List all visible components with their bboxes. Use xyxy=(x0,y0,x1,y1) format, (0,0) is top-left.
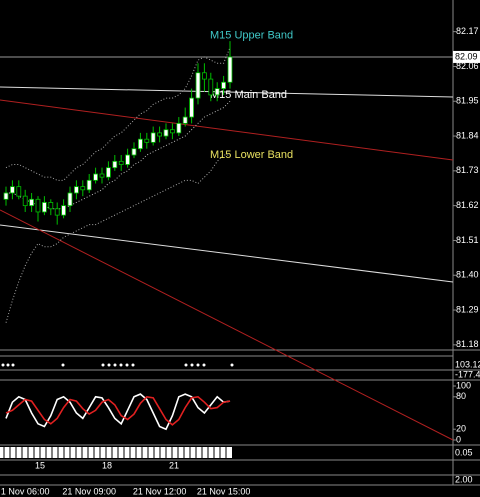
y-tick-label: 20 xyxy=(456,424,466,434)
band-line xyxy=(5,47,231,181)
candle-body xyxy=(67,192,73,207)
candle-body xyxy=(150,132,156,143)
candle-body xyxy=(182,116,188,124)
indicator-label: 2.00 xyxy=(455,474,473,484)
candle-body xyxy=(125,154,130,165)
day-label: 15 xyxy=(35,460,45,470)
candle-body xyxy=(201,72,207,80)
candle-body xyxy=(74,186,79,194)
indicator-label: 0.05 xyxy=(455,447,473,457)
candle-body xyxy=(54,208,60,216)
candle-body xyxy=(131,148,137,156)
y-tick-label: 81.40 xyxy=(456,270,479,280)
day-label: 21 xyxy=(169,460,179,470)
candle-body xyxy=(35,198,41,213)
candle-body xyxy=(118,160,124,165)
y-tick-label: 81.51 xyxy=(456,235,479,245)
candle-body xyxy=(99,173,105,178)
y-tick-label: 82.17 xyxy=(456,26,479,36)
candle-body xyxy=(221,81,227,89)
candle-body xyxy=(137,138,143,150)
y-tick-label: 81.18 xyxy=(456,339,479,349)
candle-body xyxy=(86,179,92,191)
y-tick-label: 80 xyxy=(456,391,466,401)
x-tick-label: 21 Nov 12:00 xyxy=(133,486,187,496)
candle-body xyxy=(106,167,111,178)
last-price-label: 82.09 xyxy=(455,51,478,61)
candle-body xyxy=(169,129,175,134)
candle-body xyxy=(214,88,220,96)
trend-line xyxy=(0,210,453,440)
candle-body xyxy=(22,195,28,207)
signal-strip-ticks xyxy=(3,447,227,458)
indicator-label: 103.12 xyxy=(455,359,480,369)
signal-strip xyxy=(0,447,232,458)
candle-body xyxy=(112,160,118,169)
candle-body xyxy=(157,132,163,137)
signal-dots xyxy=(1,363,234,367)
candle-body xyxy=(93,173,98,181)
y-tick-label: 81.84 xyxy=(456,130,479,140)
band-label: M15 Upper Band xyxy=(210,29,293,41)
trend-line xyxy=(0,224,454,283)
candle-body xyxy=(208,78,214,96)
candle-body xyxy=(195,72,201,99)
candle-body xyxy=(176,122,182,134)
trend-line xyxy=(0,99,454,161)
indicator-label: -177.4 xyxy=(455,369,480,379)
y-tick-label: 82.06 xyxy=(456,61,479,71)
trend-line xyxy=(0,86,454,98)
x-tick-label: 21 Nov 09:00 xyxy=(62,486,116,496)
candle-body xyxy=(16,186,22,197)
last-price-box xyxy=(453,50,480,63)
candle-body xyxy=(42,202,47,213)
candle-body xyxy=(9,186,15,194)
y-tick-label: 0 xyxy=(456,434,461,444)
day-label: 18 xyxy=(102,460,112,470)
candle-body xyxy=(3,192,9,200)
x-tick-label: 21 Nov 15:00 xyxy=(197,486,251,496)
candle-body xyxy=(48,202,54,210)
y-tick-label: 81.73 xyxy=(456,165,479,175)
y-tick-label: 81.29 xyxy=(456,304,479,314)
candle-body xyxy=(29,198,35,207)
candle-body xyxy=(144,138,150,143)
oscillator-line xyxy=(5,395,231,426)
candle-body xyxy=(61,205,66,216)
candle-body xyxy=(80,186,86,191)
y-tick-label: 81.62 xyxy=(456,200,479,210)
band-label: M15 Main Band xyxy=(210,89,287,101)
candle-body xyxy=(189,97,195,118)
y-tick-label: 81.95 xyxy=(456,96,479,106)
band-label: M15 Lower Band xyxy=(210,149,293,161)
candle-body xyxy=(227,56,233,83)
x-tick-label: 1 Nov 06:00 xyxy=(1,486,50,496)
oscillator-line xyxy=(5,393,231,431)
y-tick-label: 100 xyxy=(456,380,471,390)
candle-body xyxy=(163,129,169,137)
